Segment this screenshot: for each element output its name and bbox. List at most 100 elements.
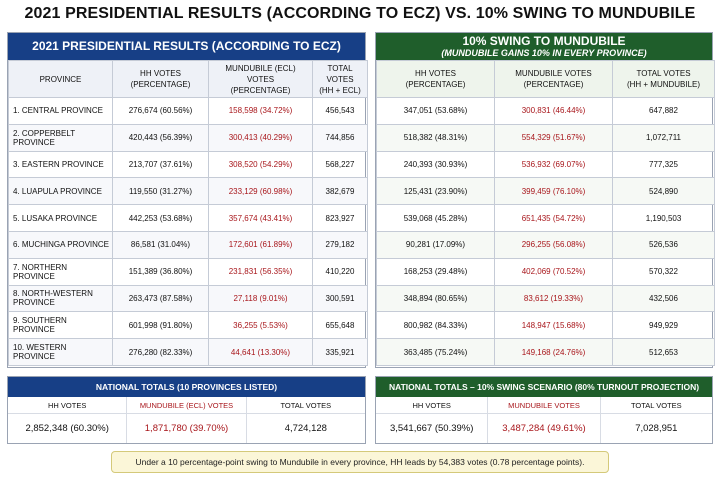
mundubile-votes-cell: 402,069 (70.52%) (494, 257, 613, 286)
table-row: 7. NORTHERN PROVINCE 151,389 (36.80%) 231,… (8, 257, 368, 286)
mundubile-votes-cell: 296,255 (56.08%) (494, 230, 613, 259)
total-votes-cell: 456,543 (312, 97, 368, 125)
column-header: TOTAL VOTES (HH + ECL) (312, 60, 368, 98)
total-votes-cell: 335,921 (312, 338, 368, 366)
province-cell: 5. LUSAKA PROVINCE (8, 204, 113, 232)
swing-subtitle: (MUNDUBILE GAINS 10% IN EVERY PROVINCE) (441, 48, 647, 58)
table-row: 240,393 (30.93%) 536,932 (69.07%) 777,325 (376, 150, 715, 179)
hh-votes-cell: 420,443 (56.39%) (112, 123, 209, 152)
total-votes-cell: 744,856 (312, 123, 368, 152)
hh-votes-cell: 518,382 (48.31%) (376, 123, 495, 152)
province-cell: 7. NORTHERN PROVINCE (8, 257, 113, 286)
table-row: 168,253 (29.48%) 402,069 (70.52%) 570,322 (376, 257, 715, 286)
hh-votes-cell: 240,393 (30.93%) (376, 150, 495, 179)
mundubile-votes-cell: 83,612 (19.33%) (494, 284, 613, 313)
totals-value-hh: 2,852,348 (60.30%) (25, 423, 109, 434)
mundubile-votes-cell: 554,329 (51.67%) (494, 123, 613, 152)
province-cell: 3. EASTERN PROVINCE (8, 150, 113, 179)
mundubile-votes-cell: 399,459 (76.10%) (494, 177, 613, 206)
hh-votes-cell: 90,281 (17.09%) (376, 230, 495, 259)
hh-votes-cell: 168,253 (29.48%) (376, 257, 495, 286)
hh-votes-cell: 213,707 (37.61%) (112, 150, 209, 179)
hh-votes-cell: 800,982 (84.33%) (376, 311, 495, 340)
hh-votes-cell: 276,674 (60.56%) (112, 97, 209, 125)
swing-totals-value-total: 7,028,951 (635, 423, 678, 434)
hh-votes-cell: 276,280 (82.33%) (112, 338, 209, 366)
hh-votes-cell: 119,550 (31.27%) (112, 177, 209, 206)
total-votes-cell: 279,182 (312, 230, 368, 259)
swing-totals-heading: NATIONAL TOTALS – 10% SWING SCENARIO (80… (376, 377, 712, 397)
hh-votes-cell: 348,894 (80.65%) (376, 284, 495, 313)
table-row: 3. EASTERN PROVINCE 213,707 (37.61%) 308,5… (8, 150, 368, 179)
hh-votes-cell: 125,431 (23.90%) (376, 177, 495, 206)
table-row: 125,431 (23.90%) 399,459 (76.10%) 524,890 (376, 177, 715, 206)
table-row: 4. LUAPULA PROVINCE 119,550 (31.27%) 233,1… (8, 177, 368, 206)
mundubile-votes-cell: 231,831 (56.35%) (208, 257, 313, 286)
mundubile-votes-cell: 148,947 (15.68%) (494, 311, 613, 340)
total-votes-cell: 777,325 (612, 150, 715, 179)
table-row: 5. LUSAKA PROVINCE 442,253 (53.68%) 357,67… (8, 204, 368, 232)
column-header: PROVINCE (8, 60, 113, 98)
total-votes-cell: 647,882 (612, 97, 715, 125)
table-row: 90,281 (17.09%) 296,255 (56.08%) 526,536 (376, 230, 715, 259)
swing-totals-value-mundubile: 3,487,284 (49.61%) (502, 423, 586, 434)
mundubile-votes-cell: 308,520 (54.29%) (208, 150, 313, 179)
mundubile-votes-cell: 536,932 (69.07%) (494, 150, 613, 179)
hh-votes-cell: 263,473 (87.58%) (112, 284, 209, 313)
total-votes-cell: 432,506 (612, 284, 715, 313)
totals-value-total: 4,724,128 (284, 423, 327, 434)
swing-totals-value-hh: 3,541,667 (50.39%) (389, 423, 474, 434)
total-votes-cell: 382,679 (312, 177, 368, 206)
province-cell: 9. SOUTHERN PROVINCE (8, 311, 113, 340)
table-row: 363,485 (75.24%) 149,168 (24.76%) 512,653 (376, 338, 715, 366)
swing-table: HH VOTES (PERCENTAGE) MUNDUBILE VOTES (PERC… (376, 60, 715, 366)
table-row: 348,894 (80.65%) 83,612 (19.33%) 432,506 (376, 284, 715, 313)
table-row: 518,382 (48.31%) 554,329 (51.67%) 1,072,71… (376, 123, 715, 152)
table-row: 1. CENTRAL PROVINCE 276,674 (60.56%) 158,5… (8, 97, 368, 125)
mundubile-votes-cell: 651,435 (54.72%) (494, 204, 613, 232)
swing-totals-label-hh: HH VOTES (376, 397, 488, 414)
total-votes-cell: 410,220 (312, 257, 368, 286)
total-votes-cell: 568,227 (312, 150, 368, 179)
total-votes-cell: 1,190,503 (612, 204, 715, 232)
table-row: 8. NORTH-WESTERN PROVINCE 263,473 (87.58%… (8, 284, 368, 313)
column-header: MUNDUBILE (ECL) VOTES (PERCENTAGE) (208, 60, 313, 98)
ecz-results-table: PROVINCE HH VOTES (PERCENTAGE) MUNDUBILE (E… (8, 60, 368, 366)
province-cell: 4. LUAPULA PROVINCE (8, 177, 113, 206)
mundubile-votes-cell: 172,601 (61.89%) (208, 230, 313, 259)
hh-votes-cell: 442,253 (53.68%) (112, 204, 209, 232)
swing-totals-label-mundubile: MUNDUBILE VOTES (488, 397, 600, 414)
ecz-results-heading: 2021 PRESIDENTIAL RESULTS (ACCORDING TO … (8, 33, 365, 60)
province-cell: 10. WESTERN PROVINCE (8, 338, 113, 366)
province-cell: 1. CENTRAL PROVINCE (8, 97, 113, 125)
total-votes-cell: 570,322 (612, 257, 715, 286)
total-votes-cell: 300,591 (312, 284, 368, 313)
ecz-national-totals: NATIONAL TOTALS (10 PROVINCES LISTED) HH… (7, 376, 366, 444)
table-row: 347,051 (53.68%) 300,831 (46.44%) 647,882 (376, 97, 715, 125)
province-cell: 8. NORTH-WESTERN PROVINCE (8, 284, 113, 313)
table-row: 9. SOUTHERN PROVINCE 601,998 (91.80%) 36,2… (8, 311, 368, 340)
table-row: 6. MUCHINGA PROVINCE 86,581 (31.04%) 172,6… (8, 230, 368, 259)
totals-value-mundubile: 1,871,780 (39.70%) (144, 423, 229, 434)
swing-panel: 10% SWING TO MUNDUBILE (MUNDUBILE GAINS … (375, 32, 715, 368)
province-cell: 2. COPPERBELT PROVINCE (8, 123, 113, 152)
hh-votes-cell: 347,051 (53.68%) (376, 97, 495, 125)
hh-votes-cell: 363,485 (75.24%) (376, 338, 495, 366)
totals-label-mundubile: MUNDUBILE (ECL) VOTES (127, 397, 246, 414)
column-header: MUNDUBILE VOTES (PERCENTAGE) (494, 60, 613, 98)
total-votes-cell: 512,653 (612, 338, 715, 366)
mundubile-votes-cell: 357,674 (43.41%) (208, 204, 313, 232)
mundubile-votes-cell: 44,641 (13.30%) (208, 338, 313, 366)
column-header: TOTAL VOTES (HH + MUNDUBILE) (612, 60, 715, 98)
total-votes-cell: 949,929 (612, 311, 715, 340)
mundubile-votes-cell: 300,831 (46.44%) (494, 97, 613, 125)
hh-votes-cell: 86,581 (31.04%) (112, 230, 209, 259)
hh-votes-cell: 539,068 (45.28%) (376, 204, 495, 232)
hh-votes-cell: 151,389 (36.80%) (112, 257, 209, 286)
summary-note: Under a 10 percentage-point swing to Mun… (111, 451, 609, 473)
mundubile-votes-cell: 233,129 (60.98%) (208, 177, 313, 206)
total-votes-cell: 823,927 (312, 204, 368, 232)
table-row: 800,982 (84.33%) 148,947 (15.68%) 949,929 (376, 311, 715, 340)
mundubile-votes-cell: 149,168 (24.76%) (494, 338, 613, 366)
swing-national-totals: NATIONAL TOTALS – 10% SWING SCENARIO (80… (375, 376, 713, 444)
